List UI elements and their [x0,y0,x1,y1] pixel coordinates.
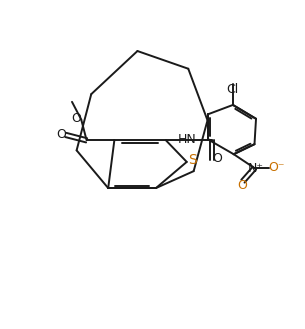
Text: S: S [188,153,197,167]
Text: Cl: Cl [226,83,238,96]
Text: N⁺: N⁺ [248,162,264,175]
Text: HN: HN [177,133,196,146]
Text: O: O [237,179,247,191]
Text: O: O [213,152,222,165]
Text: O: O [72,112,81,125]
Text: O: O [56,128,66,141]
Text: O⁻: O⁻ [269,161,285,174]
